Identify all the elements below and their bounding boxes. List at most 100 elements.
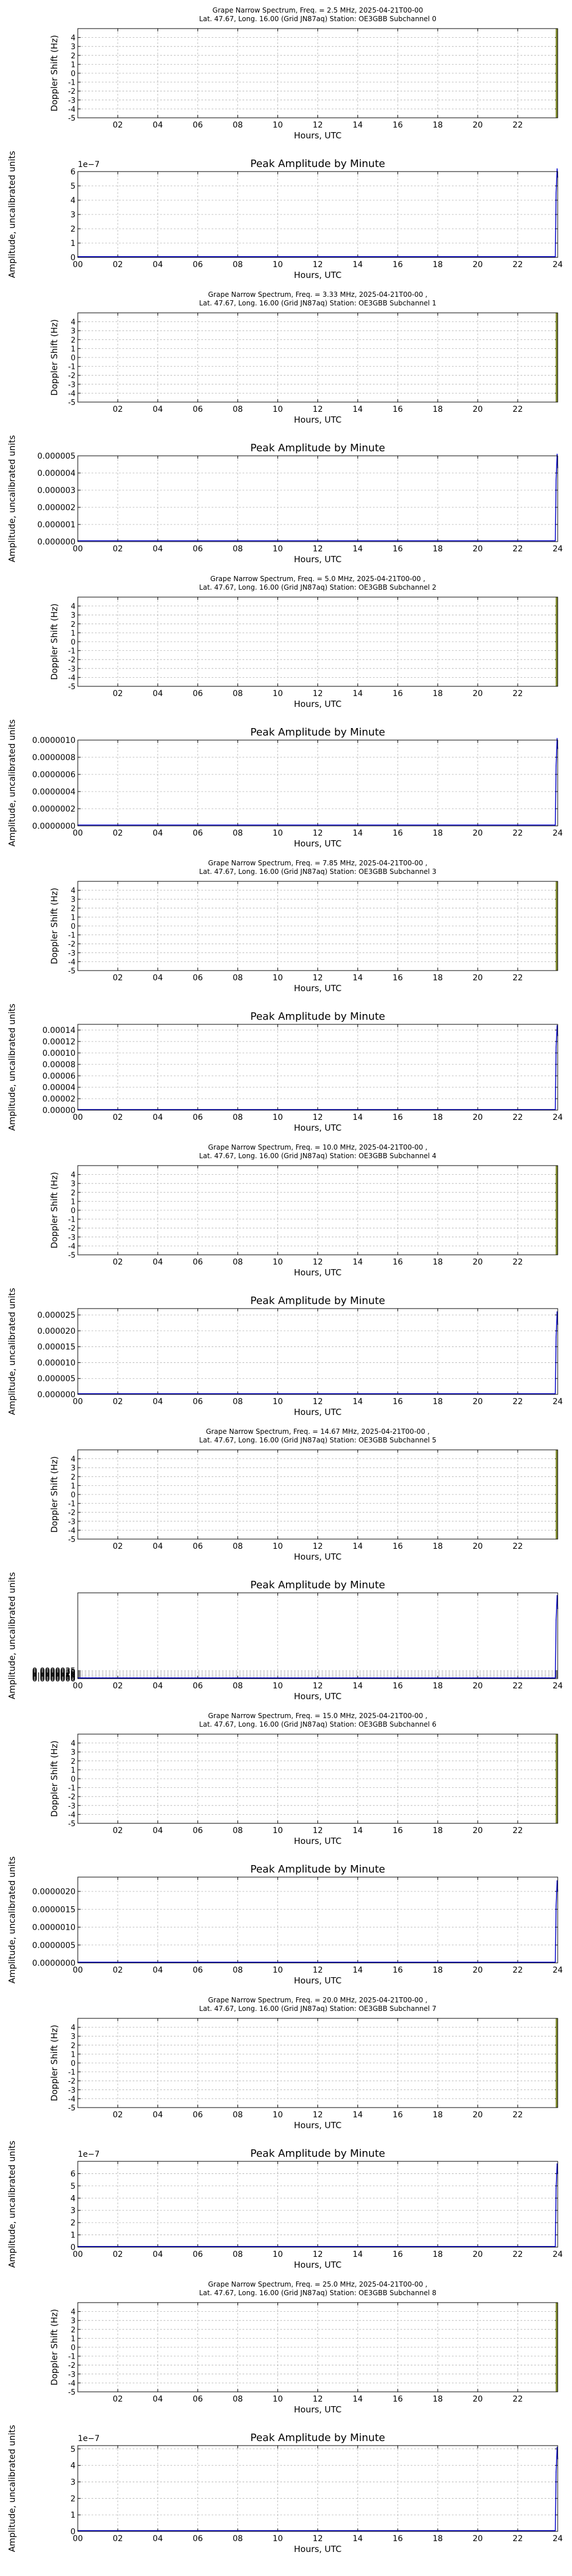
- x-tick-label: 14: [353, 1542, 363, 1551]
- plot-frame: [77, 2161, 558, 2248]
- x-tick-label: 02: [113, 829, 123, 838]
- x-tick-label: 18: [432, 1258, 443, 1267]
- y-tick-label: -3: [68, 2371, 76, 2379]
- x-tick-label: 10: [273, 973, 283, 983]
- x-tick-label: 08: [233, 2250, 243, 2259]
- x-tick-label: 08: [233, 1826, 243, 1835]
- amplitude-point: [555, 1619, 557, 1621]
- y-tick-label: 0.0000006: [32, 770, 76, 780]
- y-tick-label: 0.00014: [42, 1026, 76, 1035]
- y-tick-label: 3: [71, 1464, 76, 1473]
- x-tick-label: 02: [113, 689, 123, 698]
- x-tick-label: 00: [73, 1397, 83, 1406]
- x-tick-label: 10: [273, 121, 283, 130]
- x-tick-label: 16: [392, 2395, 403, 2404]
- y-tick-label: -5: [68, 2388, 76, 2397]
- x-tick-label: 08: [233, 260, 243, 269]
- x-tick-label: 20: [472, 405, 483, 414]
- spectrum-title: Grape Narrow Spectrum, Freq. = 2.5 MHz, …: [212, 6, 423, 14]
- spectrum-data-strip: [555, 881, 558, 971]
- x-tick-label: 06: [193, 1542, 203, 1551]
- y-tick-label: 2: [71, 621, 76, 629]
- y-tick-label: -1: [68, 79, 76, 88]
- x-tick-label: 20: [472, 544, 483, 554]
- y-tick-label: 0.000010: [37, 1358, 76, 1367]
- x-tick-label: 14: [353, 689, 363, 698]
- y-tick-label: 5: [70, 2182, 76, 2191]
- spectrum-title: Grape Narrow Spectrum, Freq. = 14.67 MHz…: [206, 1428, 430, 1436]
- x-tick-label: 16: [392, 1681, 403, 1691]
- y-axis-label: Doppler Shift (Hz): [49, 1740, 59, 1817]
- x-tick-label: 02: [113, 2250, 123, 2259]
- x-tick-label: 10: [273, 1966, 283, 1975]
- x-tick-label: 14: [353, 1826, 363, 1835]
- x-tick-label: 06: [193, 1397, 203, 1406]
- x-tick-label: 16: [392, 1397, 403, 1406]
- x-tick-label: 10: [273, 829, 283, 838]
- y-tick-label: 0.00004: [42, 1083, 76, 1092]
- y-tick-label: 4: [71, 1456, 76, 1464]
- x-tick-label: 06: [193, 1826, 203, 1835]
- x-tick-label: 22: [513, 1258, 523, 1267]
- x-tick-label: 18: [432, 260, 443, 269]
- x-tick-label: 22: [513, 544, 523, 554]
- x-tick-label: 12: [313, 1258, 323, 1267]
- y-tick-label: 0.000020: [37, 1327, 76, 1336]
- x-tick-label: 16: [392, 2534, 403, 2543]
- x-tick-label: 12: [313, 260, 323, 269]
- x-axis-label: Hours, UTC: [294, 130, 341, 141]
- amplitude-point: [555, 479, 557, 480]
- y-tick-label: -5: [68, 114, 76, 123]
- x-tick-label: 02: [113, 1966, 123, 1975]
- y-tick-label: 3: [71, 611, 76, 620]
- x-tick-label: 06: [193, 2250, 203, 2259]
- y-tick-label: -5: [68, 967, 76, 976]
- x-tick-label: 12: [313, 689, 323, 698]
- x-tick-label: 24: [553, 1113, 563, 1122]
- x-tick-label: 20: [472, 1681, 483, 1691]
- amplitude-point: [557, 2163, 558, 2165]
- x-tick-label: 14: [353, 405, 363, 414]
- y-offset-label: 1e−7: [78, 2434, 100, 2443]
- x-tick-label: 18: [432, 1681, 443, 1691]
- y-tick-label: -2: [68, 1225, 76, 1233]
- x-tick-label: 22: [513, 973, 523, 983]
- x-tick-label: 22: [513, 1681, 523, 1691]
- x-tick-label: 16: [392, 2110, 403, 2120]
- x-tick-label: 14: [353, 1258, 363, 1267]
- y-tick-label: -3: [68, 1234, 76, 1242]
- x-tick-label: 12: [313, 2110, 323, 2120]
- y-tick-label: 0.0000008: [32, 753, 76, 762]
- y-tick-label: -3: [68, 97, 76, 105]
- x-tick-label: 10: [273, 1397, 283, 1406]
- spectrum-title: Grape Narrow Spectrum, Freq. = 7.85 MHz,…: [208, 859, 427, 867]
- y-tick-label: 3: [70, 2207, 76, 2216]
- y-tick-label: -4: [68, 1526, 76, 1535]
- x-tick-label: 04: [153, 689, 163, 698]
- amplitude-point: [555, 1109, 556, 1110]
- y-tick-label: 0: [71, 923, 76, 931]
- x-tick-label: 08: [233, 1966, 243, 1975]
- x-tick-label: 14: [353, 121, 363, 130]
- x-tick-label: 18: [432, 2534, 443, 2543]
- x-tick-label: 16: [392, 2250, 403, 2259]
- x-tick-label: 18: [432, 2250, 443, 2259]
- x-axis-label: Hours, UTC: [294, 838, 341, 849]
- y-tick-label: 0.0000025: [32, 1669, 76, 1678]
- y-tick-label: 2: [70, 2494, 76, 2503]
- x-tick-label: 12: [313, 1826, 323, 1835]
- x-tick-label: 12: [313, 973, 323, 983]
- x-tick-label: 18: [432, 544, 443, 554]
- x-tick-label: 18: [432, 1113, 443, 1122]
- x-tick-label: 14: [353, 2250, 363, 2259]
- y-tick-label: 0.0000005: [32, 1673, 76, 1683]
- y-tick-label: -3: [68, 2086, 76, 2095]
- amplitude-point: [555, 2246, 556, 2247]
- x-tick-label: 06: [193, 1113, 203, 1122]
- x-tick-label: 02: [113, 1397, 123, 1406]
- plot-frame: [77, 2302, 558, 2392]
- x-tick-label: 06: [193, 2534, 203, 2543]
- amplitude-point: [557, 738, 558, 739]
- amplitude-title: Peak Amplitude by Minute: [251, 1295, 386, 1307]
- x-tick-label: 16: [392, 689, 403, 698]
